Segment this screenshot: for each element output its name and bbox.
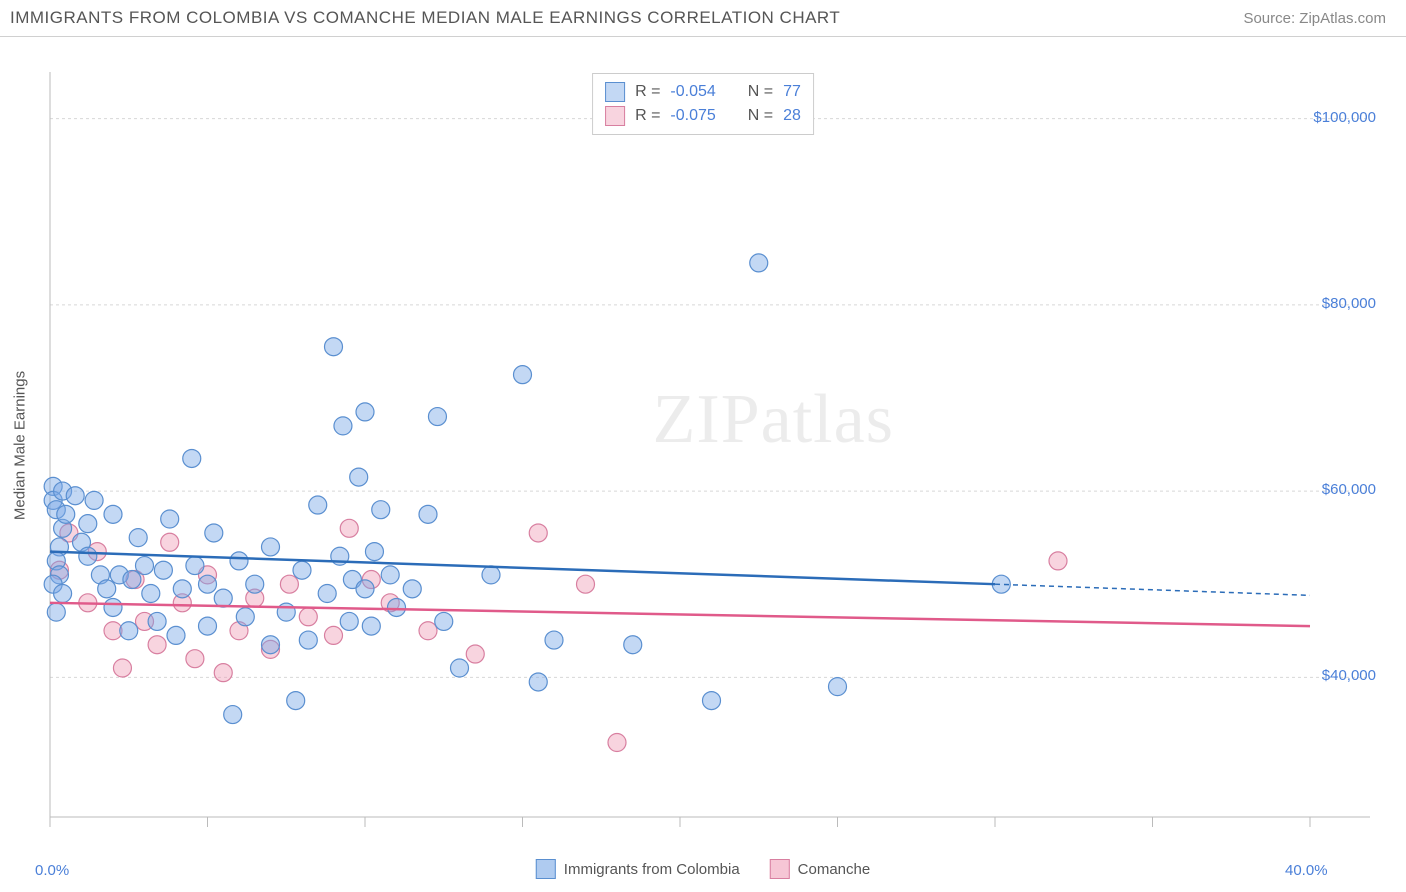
stats-row-series-1: R = -0.075 N = 28	[605, 104, 801, 128]
bottom-legend: Immigrants from Colombia Comanche	[536, 859, 870, 879]
chart-title: IMMIGRANTS FROM COLOMBIA VS COMANCHE MED…	[10, 8, 840, 28]
y-tick-label: $60,000	[1322, 481, 1376, 498]
legend-label-0: Immigrants from Colombia	[564, 861, 740, 878]
legend-item-1: Comanche	[770, 859, 871, 879]
stats-row-series-0: R = -0.054 N = 77	[605, 80, 801, 104]
correlation-stats-box: R = -0.054 N = 77 R = -0.075 N = 28	[592, 73, 814, 135]
swatch-series-0	[605, 82, 625, 102]
scatter-chart	[0, 37, 1406, 887]
legend-item-0: Immigrants from Colombia	[536, 859, 740, 879]
x-end-label: 40.0%	[1285, 862, 1328, 879]
y-tick-label: $40,000	[1322, 667, 1376, 684]
legend-swatch-1	[770, 859, 790, 879]
y-tick-label: $80,000	[1322, 295, 1376, 312]
chart-container: Median Male Earnings ZIPatlas R = -0.054…	[0, 37, 1406, 887]
y-tick-label: $100,000	[1313, 109, 1376, 126]
chart-header: IMMIGRANTS FROM COLOMBIA VS COMANCHE MED…	[0, 0, 1406, 37]
y-axis-label: Median Male Earnings	[12, 371, 29, 520]
swatch-series-1	[605, 106, 625, 126]
legend-swatch-0	[536, 859, 556, 879]
chart-source: Source: ZipAtlas.com	[1243, 10, 1386, 27]
legend-label-1: Comanche	[798, 861, 871, 878]
x-start-label: 0.0%	[35, 862, 69, 879]
